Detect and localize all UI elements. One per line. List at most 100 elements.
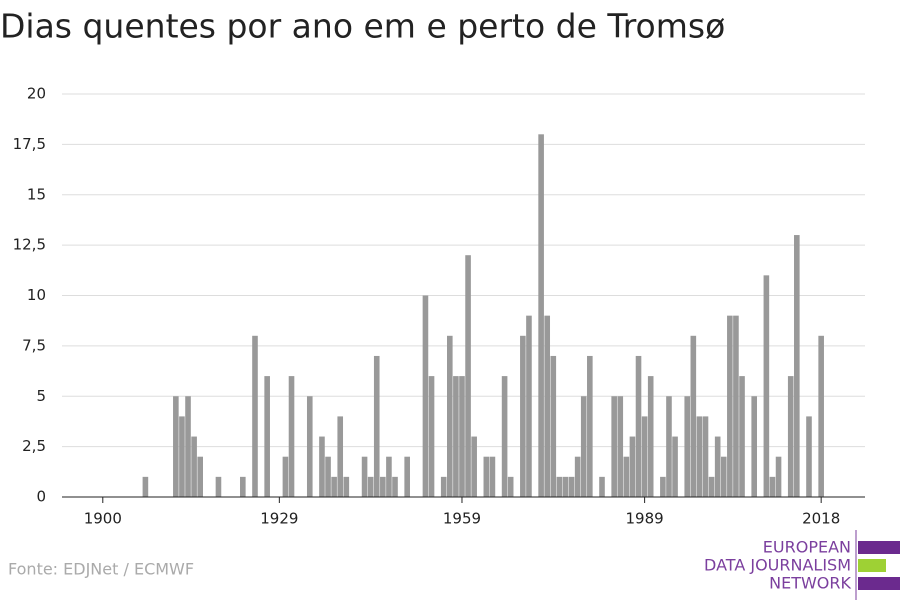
y-tick-label: 20 — [27, 85, 46, 103]
bar — [587, 355, 593, 497]
bar — [690, 335, 697, 497]
bar — [453, 376, 459, 497]
bar — [611, 396, 617, 497]
bar — [507, 476, 514, 497]
bar — [380, 476, 386, 497]
bar — [373, 355, 380, 497]
y-tick-label: 15 — [27, 185, 46, 203]
bar — [696, 416, 703, 497]
bar — [818, 335, 824, 497]
bar — [733, 315, 739, 497]
bar — [568, 476, 575, 497]
bar — [556, 476, 563, 497]
bar — [763, 275, 770, 497]
bar — [562, 476, 569, 497]
bar — [331, 476, 337, 497]
bar — [264, 376, 270, 497]
bar — [635, 355, 642, 497]
bar — [544, 315, 551, 497]
bar — [739, 376, 745, 497]
bar — [666, 396, 672, 497]
bar — [173, 396, 179, 497]
bar — [465, 255, 471, 497]
bar — [660, 476, 666, 497]
logo-bar — [858, 577, 900, 590]
bar — [252, 335, 258, 497]
bar — [520, 335, 526, 497]
bar — [179, 416, 185, 497]
bar — [574, 456, 581, 497]
bar — [404, 456, 410, 497]
bar — [288, 376, 295, 497]
bar — [483, 456, 490, 497]
bar — [538, 134, 544, 498]
y-tick-label: 2,5 — [22, 437, 46, 455]
y-tick-label: 5 — [36, 387, 46, 405]
bar — [489, 456, 496, 497]
bar — [684, 396, 691, 497]
bar — [599, 476, 605, 497]
bar — [191, 436, 197, 497]
bar — [769, 476, 776, 497]
bar — [471, 436, 477, 497]
bar — [647, 376, 654, 497]
bar — [720, 456, 727, 497]
bar — [787, 376, 794, 497]
bar — [526, 315, 532, 497]
y-tick-label: 0 — [36, 488, 46, 506]
bar — [197, 456, 203, 497]
x-tick-label: 2018 — [802, 510, 840, 528]
logo-text: EUROPEAN — [763, 538, 851, 557]
bar — [361, 456, 368, 497]
bar — [550, 355, 557, 497]
bar — [447, 335, 453, 497]
bar — [319, 436, 325, 497]
x-tick-label: 1989 — [626, 510, 664, 528]
bar — [367, 476, 374, 497]
bar — [672, 436, 678, 497]
bar — [343, 476, 350, 497]
chart-title: Dias quentes por ano em e perto de Troms… — [0, 7, 725, 46]
bar — [459, 376, 465, 497]
bar — [142, 476, 149, 497]
bar — [337, 416, 344, 497]
bar — [392, 476, 398, 497]
y-tick-label: 12,5 — [13, 236, 46, 254]
logo-bar — [858, 541, 900, 554]
logo-text: NETWORK — [769, 574, 851, 593]
source: Fonte: EDJNet / ECMWF — [8, 560, 194, 579]
bar — [215, 476, 222, 497]
bar — [240, 476, 246, 497]
y-tick-label: 17,5 — [13, 135, 46, 153]
y-tick-label: 7,5 — [22, 336, 46, 354]
y-tick-label: 10 — [27, 286, 46, 304]
bar — [501, 376, 508, 497]
bar — [386, 456, 392, 497]
x-tick-label: 1900 — [84, 510, 122, 528]
x-tick-label: 1929 — [260, 510, 298, 528]
bar — [727, 315, 733, 497]
bar — [702, 416, 709, 497]
bar — [440, 476, 447, 497]
bar — [629, 436, 636, 497]
x-tick-label: 1959 — [443, 510, 481, 528]
bar — [806, 416, 812, 497]
logo-text: DATA JOURNALISM — [704, 556, 851, 575]
bar — [623, 456, 630, 497]
bar — [775, 456, 782, 497]
bar — [617, 396, 624, 497]
bar — [794, 235, 800, 498]
bar — [185, 396, 191, 497]
bar — [428, 376, 435, 497]
bar — [325, 456, 331, 497]
bar — [708, 476, 715, 497]
logo-bar — [858, 559, 886, 572]
bar — [714, 436, 721, 497]
bar — [282, 456, 289, 497]
bar — [306, 396, 313, 497]
bar — [580, 396, 587, 497]
bar — [751, 396, 757, 497]
bar — [422, 295, 429, 497]
bar — [641, 416, 648, 497]
